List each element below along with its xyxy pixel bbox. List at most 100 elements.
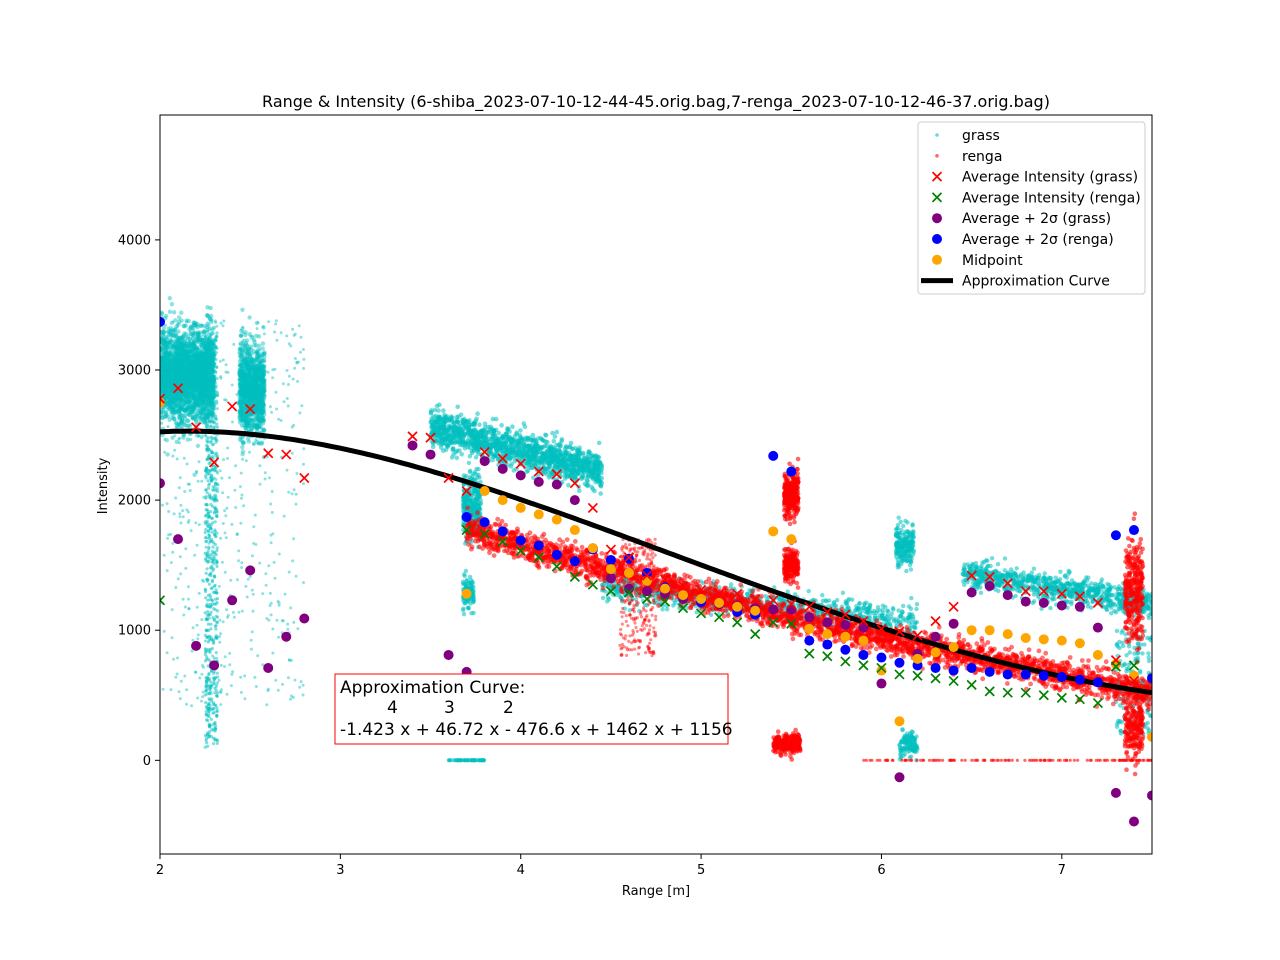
grass-point xyxy=(203,639,207,643)
grass-point xyxy=(211,711,215,715)
grass-point xyxy=(198,369,203,374)
grass-point xyxy=(180,365,185,370)
grass-point xyxy=(194,373,200,379)
grass-point xyxy=(209,353,213,357)
grass-point xyxy=(168,374,173,380)
grass-point xyxy=(296,379,299,383)
grass-point xyxy=(213,686,217,690)
grass-point xyxy=(187,346,193,351)
grass-point xyxy=(226,613,230,617)
grass-point xyxy=(175,361,180,366)
grass-point xyxy=(211,707,215,711)
grass-point xyxy=(187,343,192,348)
grass-point xyxy=(184,379,189,384)
grass-point xyxy=(302,462,305,466)
grass-point xyxy=(160,357,164,362)
grass-point xyxy=(271,368,275,372)
grass-point xyxy=(169,382,174,387)
grass-point xyxy=(181,435,186,440)
grass-point xyxy=(167,369,172,375)
grass-point xyxy=(198,676,202,680)
grass-point xyxy=(234,464,238,468)
grass-point xyxy=(200,618,204,622)
grass-point xyxy=(205,471,209,475)
grass-point xyxy=(219,632,223,636)
grass-point xyxy=(258,366,263,371)
grass-point xyxy=(260,354,264,358)
grass-point xyxy=(187,375,193,381)
grass-point xyxy=(179,420,184,425)
grass-point xyxy=(195,369,200,375)
grass-point xyxy=(162,386,167,391)
grass-point xyxy=(201,354,205,357)
grass-point xyxy=(222,319,226,323)
grass-point xyxy=(202,357,207,363)
grass-point xyxy=(261,379,266,385)
grass-point xyxy=(215,714,219,718)
grass-point xyxy=(237,549,241,553)
grass-point xyxy=(235,393,239,396)
grass-point xyxy=(197,374,203,380)
grass-point xyxy=(231,420,234,424)
grass-point xyxy=(184,357,190,362)
grass-point xyxy=(176,315,182,320)
grass-point xyxy=(170,608,174,612)
grass-point xyxy=(214,623,218,628)
grass-point xyxy=(248,423,253,428)
grass-point xyxy=(191,334,196,339)
grass-point xyxy=(276,688,280,692)
grass-point xyxy=(292,333,296,337)
grass-point xyxy=(255,327,259,331)
grass-point xyxy=(185,462,189,466)
grass-point xyxy=(256,442,260,445)
grass-point xyxy=(169,404,174,409)
grass-point xyxy=(182,613,186,617)
grass-point xyxy=(163,342,168,348)
grass-point xyxy=(179,375,185,381)
grass-point xyxy=(164,368,169,373)
grass-point xyxy=(176,340,181,346)
grass-point xyxy=(168,400,173,405)
grass-point xyxy=(214,614,218,619)
grass-point xyxy=(210,411,215,415)
grass-point xyxy=(180,372,185,377)
grass-point xyxy=(203,355,208,360)
grass-point xyxy=(209,474,213,478)
grass-point xyxy=(210,327,215,332)
grass-point xyxy=(255,413,260,419)
grass-point xyxy=(196,362,201,368)
grass-point xyxy=(206,678,210,682)
grass-point xyxy=(209,313,214,319)
grass-point xyxy=(240,493,244,497)
grass-point xyxy=(167,296,172,301)
grass-point xyxy=(244,365,249,371)
grass-point xyxy=(213,520,217,524)
grass-point xyxy=(182,456,186,460)
grass-point xyxy=(254,543,258,546)
grass-point xyxy=(213,691,217,695)
grass-point xyxy=(198,372,203,378)
grass-point xyxy=(167,374,172,380)
grass-point xyxy=(174,379,180,384)
grass-point xyxy=(214,417,218,421)
grass-point xyxy=(180,334,185,340)
grass-point xyxy=(211,467,215,472)
grass-point xyxy=(238,342,242,346)
grass-point xyxy=(219,321,223,325)
grass-point xyxy=(182,408,187,413)
grass-point xyxy=(189,374,194,379)
grass-point xyxy=(215,324,219,328)
grass-point xyxy=(164,376,169,381)
grass-point xyxy=(191,345,196,351)
grass-point xyxy=(163,389,168,394)
grass-point xyxy=(176,371,181,377)
grass-point xyxy=(168,385,173,390)
grass-point xyxy=(165,452,170,457)
grass-point xyxy=(163,375,168,380)
grass-point xyxy=(202,579,205,583)
grass-point xyxy=(199,376,204,381)
grass-point xyxy=(211,383,215,387)
grass-point xyxy=(175,345,181,351)
grass-point xyxy=(215,487,219,491)
grass-point xyxy=(210,599,215,603)
